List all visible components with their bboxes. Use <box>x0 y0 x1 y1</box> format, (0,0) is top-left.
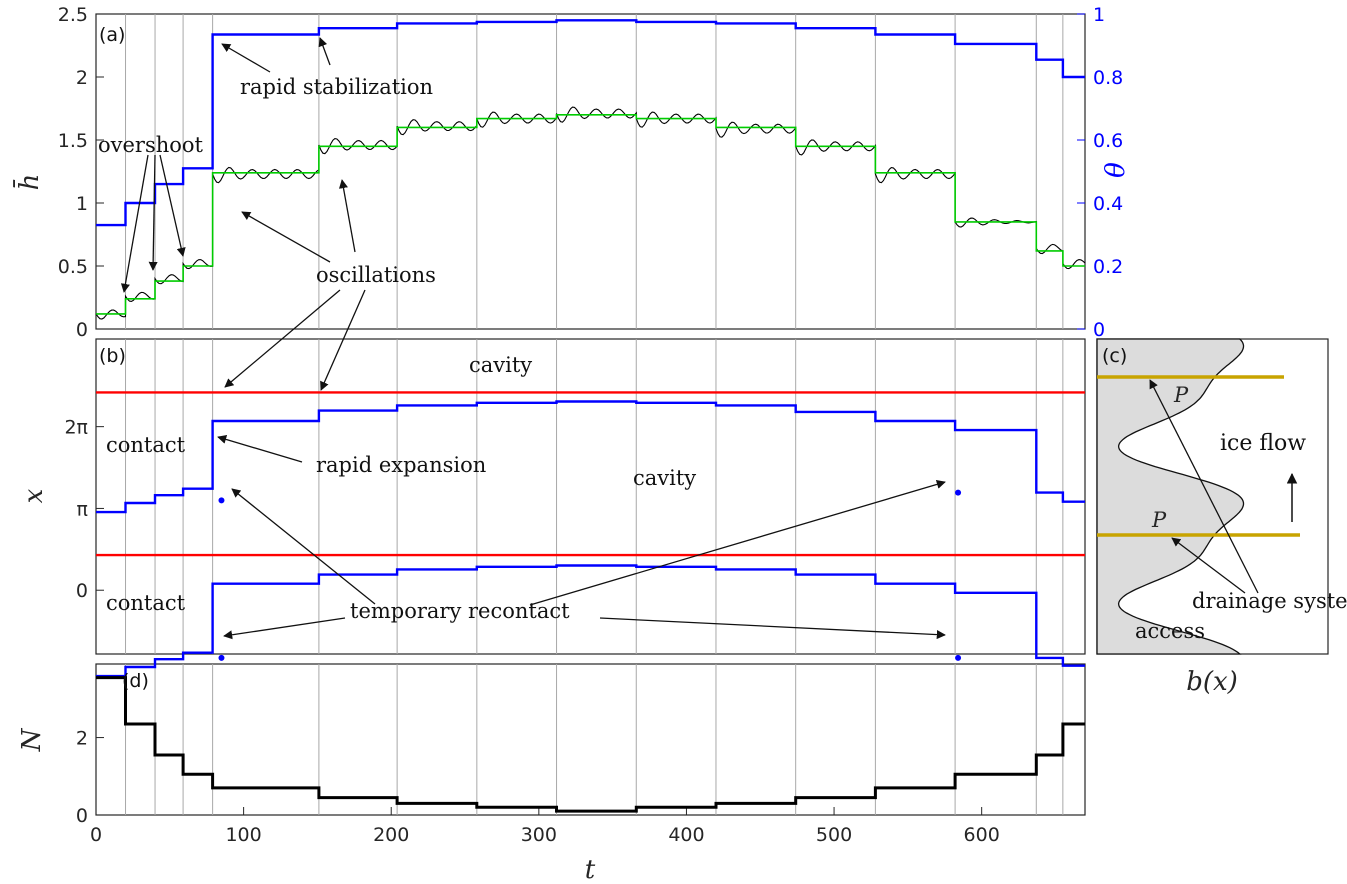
ylabel-b: x <box>19 488 49 503</box>
ytick-label-a-1: 0.5 <box>58 256 88 278</box>
arrow-recontact-2 <box>223 617 346 640</box>
ylabel-a-right: θ <box>1101 162 1131 178</box>
annotation-access: access <box>1135 619 1205 643</box>
ytick-label-a-right-1: 0.2 <box>1093 256 1123 278</box>
arrow-overshoot-1 <box>120 154 149 293</box>
annotation-contact-bottom: contact <box>106 591 186 615</box>
xtick-label-d-1: 100 <box>225 824 261 846</box>
series-theta <box>96 19 1085 227</box>
arrow-overshoot-3 <box>159 154 186 257</box>
annotation-arrows <box>120 37 946 640</box>
annotation-overshoot: overshoot <box>98 133 204 157</box>
arrow-rapid-stabilization-2 <box>318 37 331 66</box>
recontact-dot-3 <box>955 654 962 661</box>
arrow-recontact-3 <box>529 479 946 606</box>
drainage-arrow-upper <box>1149 379 1259 594</box>
xtick-label-d-5: 500 <box>816 824 852 846</box>
ytick-label-d-1: 2 <box>76 728 88 750</box>
xtick-label-d-3: 300 <box>521 824 557 846</box>
series-N <box>96 676 1085 813</box>
series-b-3 <box>96 564 1085 678</box>
panel-a-label: (a) <box>99 24 125 46</box>
ytick-label-a-2: 1 <box>76 193 88 215</box>
panel-d-label: (d) <box>122 670 149 692</box>
ytick-label-a-right-4: 0.8 <box>1093 67 1123 89</box>
xlabel-c: b(x) <box>1186 667 1238 697</box>
annotation-ice-flow: ice flow <box>1220 431 1306 456</box>
panel-b-label: (b) <box>99 345 126 367</box>
ytick-label-a-4: 2 <box>76 67 88 89</box>
xtick-label-d-0: 0 <box>90 824 102 846</box>
ytick-label-a-5: 2.5 <box>58 4 88 26</box>
arrow-recontact-4 <box>599 617 946 640</box>
annotation-p-lower: P <box>1151 508 1167 532</box>
arrow-overshoot-2 <box>148 154 158 271</box>
ytick-label-a-0: 0 <box>76 319 88 341</box>
panel-c-label: (c) <box>1102 345 1127 367</box>
series-b-1 <box>96 400 1085 514</box>
recontact-dot-2 <box>955 489 962 496</box>
annotation-p-upper: P <box>1173 383 1189 407</box>
panel-a-frame <box>95 13 1086 330</box>
recontact-dot-0 <box>218 497 225 504</box>
ytick-label-a-3: 1.5 <box>58 130 88 152</box>
arrow-rapid-expansion <box>217 434 303 463</box>
annotation-cavity-mid: cavity <box>633 466 696 490</box>
annotation-oscillations: oscillations <box>316 263 436 287</box>
ytick-label-b-0: 0 <box>76 580 88 602</box>
ytick-label-a-right-2: 0.4 <box>1093 193 1123 215</box>
ytick-label-a-right-0: 0 <box>1093 319 1105 341</box>
arrow-oscillations-4 <box>320 289 366 391</box>
arrow-oscillations-1 <box>241 211 331 263</box>
series-h-mean <box>96 114 1085 315</box>
ylabel-a: h̄ <box>12 174 45 191</box>
xtick-label-d-2: 200 <box>373 824 409 846</box>
arrow-rapid-stabilization <box>221 43 271 73</box>
ytick-label-a-right-5: 1 <box>1093 4 1105 26</box>
xtick-label-d-4: 400 <box>668 824 704 846</box>
xlabel-d: t <box>585 855 596 884</box>
annotation-cavity-top: cavity <box>469 353 532 377</box>
annotation-contact-top: contact <box>106 433 186 457</box>
arrow-oscillations-2 <box>338 179 356 253</box>
arrow-oscillations-3 <box>224 289 341 388</box>
ytick-label-a-right-3: 0.6 <box>1093 130 1123 152</box>
xtick-label-d-6: 600 <box>964 824 1000 846</box>
annotation-drainage-system: drainage system <box>1192 589 1347 613</box>
arrow-recontact-1 <box>231 488 376 605</box>
ytick-label-d-0: 0 <box>76 805 88 827</box>
annotation-temporary-recontact: temporary recontact <box>350 599 570 623</box>
annotation-rapid-expansion: rapid expansion <box>316 453 486 477</box>
bed-profile <box>1096 338 1245 655</box>
ytick-label-b-2: 2π <box>64 417 88 439</box>
ylabel-d: N <box>17 727 47 752</box>
annotation-rapid-stabilization: rapid stabilization <box>240 75 433 99</box>
recontact-dot-1 <box>218 654 225 661</box>
panel-b-frame <box>95 338 1086 655</box>
bed-profile-panel <box>1096 338 1300 655</box>
ytick-label-b-1: π <box>77 498 88 520</box>
drainage-arrow-lower <box>1171 537 1246 594</box>
panel-d-frame <box>95 663 1086 816</box>
